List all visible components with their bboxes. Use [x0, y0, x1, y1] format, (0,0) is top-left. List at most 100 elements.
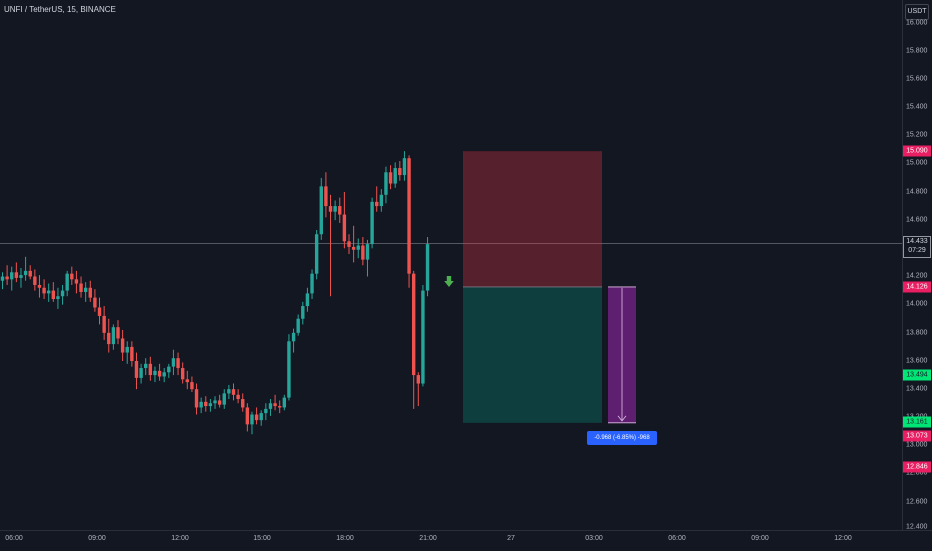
- candle-body: [361, 245, 365, 260]
- candle-body: [0, 276, 5, 281]
- candle-body: [342, 214, 347, 242]
- time-tick: 03:00: [585, 535, 603, 542]
- candle-body: [222, 393, 226, 405]
- candle-body: [204, 401, 208, 407]
- price-tick: 14.000: [906, 300, 928, 308]
- price-label: 13.073: [903, 430, 931, 442]
- countdown-timer: 07:29: [908, 247, 926, 254]
- candle-body: [388, 172, 393, 184]
- candle-body: [10, 272, 14, 280]
- price-tick: 12.600: [906, 498, 928, 506]
- price-tick: 13.000: [906, 441, 928, 449]
- candle-body: [134, 361, 139, 378]
- candle-body: [162, 372, 166, 377]
- time-tick: 09:00: [751, 535, 769, 542]
- candle-body: [264, 408, 268, 414]
- candle-body: [70, 273, 74, 280]
- target-price-label: 13.161: [903, 416, 931, 428]
- candle-body: [365, 244, 370, 260]
- candle-body: [319, 186, 323, 235]
- stop-loss-zone: [463, 151, 602, 287]
- time-axis[interactable]: [0, 530, 932, 551]
- time-tick: 09:00: [88, 535, 106, 542]
- candle-body: [393, 168, 397, 184]
- candle-body: [47, 290, 51, 294]
- candle-body: [14, 272, 19, 278]
- candle-body: [273, 403, 277, 407]
- price-tick: 14.200: [906, 272, 928, 280]
- candle-body: [19, 275, 23, 278]
- candle-body: [130, 346, 134, 361]
- candle-body: [227, 389, 231, 394]
- stop-price-label: 15.090: [903, 145, 931, 157]
- candle-body: [37, 284, 42, 288]
- time-tick: 12:00: [834, 535, 852, 542]
- candle-body: [194, 389, 199, 408]
- candle-body: [287, 341, 291, 398]
- price-axis[interactable]: [902, 0, 932, 530]
- candle-body: [93, 297, 97, 308]
- chart-pane[interactable]: [0, 0, 902, 530]
- candle-body: [305, 293, 310, 307]
- candle-body: [425, 244, 430, 291]
- candle-body: [351, 246, 356, 250]
- price-tick: 13.600: [906, 357, 928, 365]
- current-price-value: 14.433: [906, 238, 928, 245]
- currency-button[interactable]: USDT: [905, 4, 929, 20]
- measure-result-tag[interactable]: -0.968 (-6.85%) -968: [587, 431, 657, 445]
- candle-body: [167, 366, 171, 373]
- time-tick: 06:00: [668, 535, 686, 542]
- price-tick: 15.000: [906, 159, 928, 167]
- candle-body: [97, 307, 102, 316]
- candle-body: [407, 158, 411, 274]
- price-tick: 14.600: [906, 216, 928, 224]
- candle-body: [333, 206, 337, 212]
- candle-body: [402, 158, 407, 176]
- price-tick: 13.800: [906, 329, 928, 337]
- candle-body: [347, 241, 351, 247]
- take-profit-zone: [463, 286, 602, 423]
- symbol-title[interactable]: UNFI / TetherUS, 15, BINANCE: [4, 5, 116, 14]
- candle-body: [139, 368, 143, 378]
- candle-body: [88, 287, 92, 298]
- price-tick: 15.800: [906, 47, 928, 55]
- candle-body: [51, 290, 56, 300]
- candle-body: [328, 206, 333, 212]
- candle-body: [199, 401, 203, 408]
- candle-body: [190, 382, 194, 390]
- measure-arrow-head: [617, 415, 627, 422]
- candle-body: [241, 399, 245, 408]
- price-tick: 15.600: [906, 75, 928, 83]
- candle-body: [56, 296, 60, 300]
- candle-body: [236, 394, 240, 400]
- candle-body: [125, 346, 129, 353]
- time-tick: 15:00: [253, 535, 271, 542]
- candle-body: [324, 186, 328, 207]
- candle-body: [176, 358, 180, 369]
- sell-signal-arrow-icon: [444, 276, 454, 287]
- candle-body: [28, 270, 32, 277]
- price-tick: 13.400: [906, 385, 928, 393]
- time-tick: 21:00: [419, 535, 437, 542]
- candlestick-chart[interactable]: [0, 0, 902, 530]
- candle-body: [250, 414, 254, 425]
- candle-body: [23, 270, 28, 276]
- price-tick: 15.200: [906, 131, 928, 139]
- candle-body: [370, 201, 374, 245]
- price-tick: 12.800: [906, 469, 928, 477]
- candle-body: [213, 400, 217, 404]
- candle-body: [384, 172, 388, 195]
- candle-body: [296, 318, 300, 333]
- candle-body: [278, 406, 282, 408]
- candle-body: [171, 358, 176, 367]
- candle-body: [102, 315, 106, 333]
- candle-body: [180, 368, 185, 380]
- candle-body: [148, 363, 153, 376]
- candle-body: [65, 273, 69, 291]
- time-tick: 06:00: [5, 535, 23, 542]
- time-tick: 12:00: [171, 535, 189, 542]
- candle-body: [421, 290, 425, 384]
- price-label: 12.846: [903, 461, 931, 473]
- candle-body: [416, 375, 420, 384]
- candle-body: [33, 276, 37, 285]
